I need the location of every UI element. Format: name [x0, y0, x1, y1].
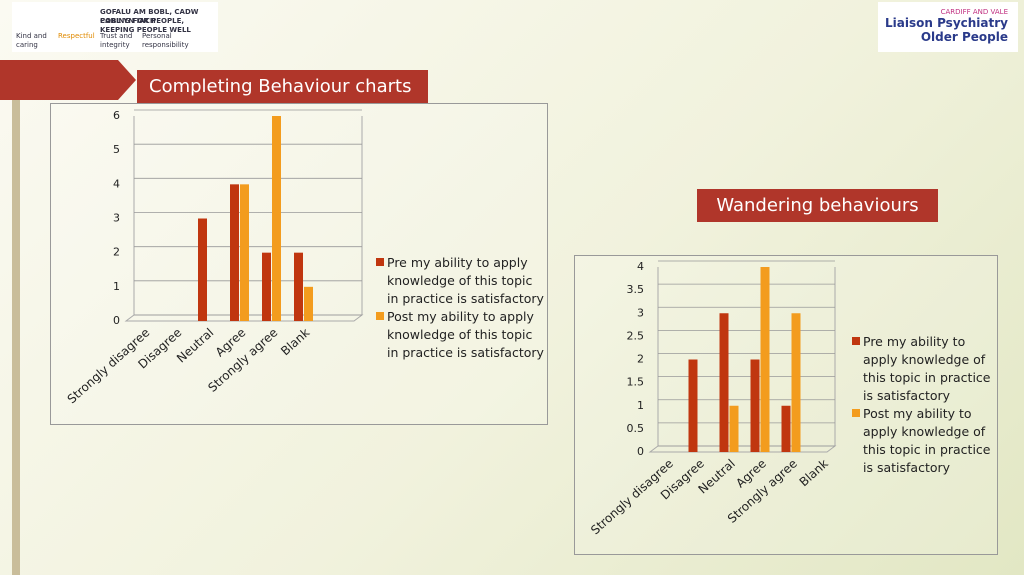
logo-org: CARDIFF AND VALE [940, 8, 1008, 16]
chart-title: Completing Behaviour charts [137, 70, 428, 103]
logo-line: CARING FOR PEOPLE, KEEPING PEOPLE WELL [100, 17, 191, 34]
bar [230, 184, 239, 321]
y-tick-label: 2.5 [627, 329, 645, 342]
floor [648, 445, 837, 453]
y-tick-label: 1 [637, 399, 644, 412]
x-tick-label: Blank [278, 325, 312, 358]
bar [272, 116, 281, 321]
bar [304, 286, 313, 321]
legend-swatch [852, 337, 860, 345]
legend-swatch [376, 312, 384, 320]
y-tick-label: 3 [113, 212, 120, 225]
legend-swatch [376, 258, 384, 266]
legend-label: Pre my ability to apply knowledge of thi… [863, 334, 991, 403]
y-tick-label: 2 [113, 246, 120, 259]
x-tick-label: Neutral [174, 325, 216, 365]
legend-entry: Post my ability to apply knowledge of th… [852, 405, 992, 477]
y-tick-label: 4 [113, 177, 120, 190]
y-tick-label: 3 [637, 306, 644, 319]
bar [262, 252, 271, 321]
bar [750, 359, 760, 452]
bar [240, 184, 249, 321]
bar [729, 405, 739, 452]
left-logo: GOFALU AM BOBL, CADW POBL YN IACH CARING… [12, 2, 218, 52]
side-stripe [12, 60, 20, 575]
legend-entry: Pre my ability to apply knowledge of thi… [852, 333, 992, 405]
banner [0, 60, 118, 100]
legend: Pre my ability to apply knowledge of thi… [852, 333, 992, 477]
bar [791, 313, 801, 452]
legend-label: Post my ability to apply knowledge of th… [387, 309, 544, 360]
y-tick-label: 6 [113, 109, 120, 122]
legend-swatch [852, 409, 860, 417]
legend-entry: Pre my ability to apply knowledge of thi… [376, 254, 546, 308]
y-tick-label: 5 [113, 143, 120, 156]
logo-line: Older People [920, 30, 1008, 44]
bar [781, 405, 791, 452]
bar [719, 313, 729, 452]
logo-value: Personal responsibility [142, 32, 189, 49]
bar [294, 252, 303, 321]
y-tick-label: 1.5 [627, 376, 645, 389]
logo-line: Liaison Psychiatry [885, 16, 1008, 30]
legend: Pre my ability to apply knowledge of thi… [376, 254, 546, 362]
chart-box [574, 255, 998, 555]
chart-title: Wandering behaviours [697, 189, 938, 222]
legend-label: Post my ability to apply knowledge of th… [863, 406, 991, 475]
logo-value: Trust and integrity [100, 32, 133, 49]
bar [760, 267, 770, 452]
legend-label: Pre my ability to apply knowledge of thi… [387, 255, 544, 306]
bar [198, 218, 207, 321]
bar [688, 359, 698, 452]
y-tick-label: 1 [113, 280, 120, 293]
y-tick-label: 3.5 [627, 283, 645, 296]
y-tick-label: 0 [113, 314, 120, 327]
y-tick-label: 0 [637, 445, 644, 458]
legend-entry: Post my ability to apply knowledge of th… [376, 308, 546, 362]
right-logo: CARDIFF AND VALE Liaison Psychiatry Olde… [878, 2, 1018, 52]
y-tick-label: 4 [637, 260, 644, 273]
logo-line: GOFALU AM BOBL, CADW POBL YN IACH [100, 8, 199, 25]
banner-arrow [118, 60, 136, 100]
logo-value: Kind and caring [16, 32, 47, 49]
x-tick-label: Blank [797, 456, 831, 489]
y-tick-label: 0.5 [627, 422, 645, 435]
logo-value: Respectful [58, 32, 95, 40]
y-tick-label: 2 [637, 353, 644, 366]
